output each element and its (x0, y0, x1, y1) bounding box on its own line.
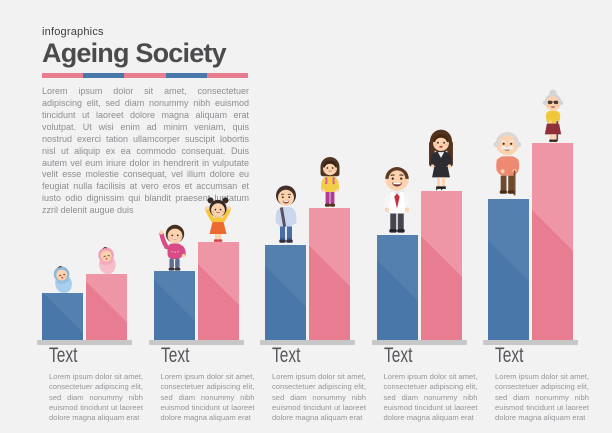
bar-pink-seniors (532, 143, 573, 340)
footer-heading: Text (160, 344, 190, 367)
header: infographics Ageing Society Lorem ipsum … (42, 26, 249, 217)
footer-body: Lorem ipsum dolor sit amet, consectetuer… (49, 372, 143, 423)
bar-base-strip (483, 340, 578, 345)
bar-group-teenagers (260, 0, 355, 345)
adult-man-icon (376, 162, 419, 236)
baby-girl-icon (94, 245, 120, 275)
footer-block-1: Text Lorem ipsum dolor sit amet, consect… (49, 344, 143, 423)
bar-base-strip (260, 340, 355, 345)
bar-base-strip (148, 340, 244, 345)
bar-blue-infants (42, 293, 83, 340)
bar-group-adults (371, 0, 467, 345)
bar-group-infants (37, 0, 132, 345)
adult-woman-icon (420, 127, 462, 192)
title-underline (42, 73, 249, 79)
bar-pink-adults (420, 191, 462, 340)
bar-pink-infants (86, 274, 127, 340)
footer-body: Lorem ipsum dolor sit amet, consectetuer… (160, 372, 255, 423)
bar-group-seniors (483, 0, 578, 345)
footer-block-3: Text Lorem ipsum dolor sit amet, consect… (272, 344, 366, 423)
footer-body: Lorem ipsum dolor sit amet, consectetuer… (495, 372, 589, 423)
eyebrow-label: infographics (42, 26, 104, 38)
footer-block-5: Text Lorem ipsum dolor sit amet, consect… (495, 344, 589, 423)
footer-heading: Text (495, 344, 524, 367)
underline-segment (42, 73, 84, 79)
footer-body: Lorem ipsum dolor sit amet, consectetuer… (272, 372, 366, 423)
bar-base-strip (371, 340, 467, 345)
elderly-man-icon (486, 127, 530, 200)
underline-segment (83, 73, 125, 79)
underline-segment (124, 73, 166, 79)
footer-heading: Text (383, 344, 413, 367)
bar-pink-children (197, 242, 239, 340)
underline-segment (206, 73, 249, 79)
footer-block-2: Text Lorem ipsum dolor sit amet, consect… (161, 344, 255, 423)
bar-base-strip (37, 340, 132, 345)
footer-body: Lorem ipsum dolor sit amet, consectetuer… (383, 372, 478, 423)
toddler-girl-icon (200, 196, 236, 243)
bar-blue-teenagers (265, 245, 306, 340)
intro-paragraph: Lorem ipsum dolor sit amet, consectetuer… (42, 86, 249, 216)
underline-segment (165, 73, 207, 79)
teen-boy-icon (268, 182, 304, 246)
footer-heading: Text (272, 344, 301, 367)
toddler-boy-icon (156, 221, 192, 272)
teen-girl-icon (313, 153, 347, 209)
bar-blue-seniors (488, 199, 529, 340)
bar-blue-adults (376, 235, 418, 340)
footer-block-4: Text Lorem ipsum dolor sit amet, consect… (384, 344, 478, 423)
baby-boy-icon (50, 264, 76, 294)
bar-pink-teenagers (309, 208, 350, 340)
elderly-woman-icon (535, 89, 570, 144)
bar-blue-children (153, 271, 195, 340)
bar-group-children (148, 0, 244, 345)
footer-heading: Text (49, 344, 78, 367)
page-title: Ageing Society (42, 38, 227, 68)
